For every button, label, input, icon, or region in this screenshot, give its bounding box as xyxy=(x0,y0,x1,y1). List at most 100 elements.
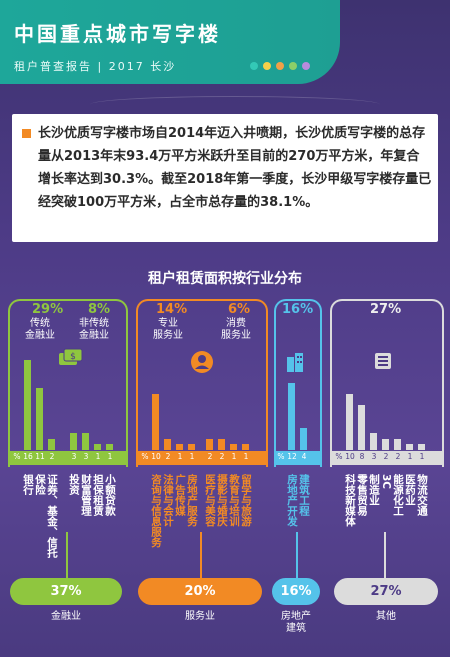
bar-value-label: 1 xyxy=(419,452,425,461)
bar-value-label: 1 xyxy=(231,452,237,461)
realestate-axis-strip xyxy=(276,451,320,465)
other-connector xyxy=(384,532,386,578)
intro-card: 长沙优质写字楼市场自2014年迈入井喷期，长沙优质写字楼的总存量从2013年末9… xyxy=(12,114,438,242)
group-pct-consumer-service: 6% xyxy=(228,302,251,317)
decorative-dots xyxy=(250,62,310,70)
category-label: 财富管理 xyxy=(80,474,92,516)
group-pct-realestate: 16% xyxy=(282,302,314,317)
chart-bar xyxy=(188,444,195,450)
chart-bar xyxy=(48,438,55,450)
decorative-dot xyxy=(289,62,297,70)
chart-bar xyxy=(218,438,225,450)
realestate-panel xyxy=(274,299,322,467)
category-label: 零售贸易 xyxy=(356,474,368,516)
bar-value-label: 2 xyxy=(395,452,401,461)
chart-bar xyxy=(358,405,365,450)
category-label: 物流交通 xyxy=(416,474,428,516)
chart-bar xyxy=(152,394,159,450)
chart-bar xyxy=(36,388,43,450)
category-label: 保险 xyxy=(34,474,46,495)
service-panel xyxy=(136,299,268,467)
service-connector xyxy=(200,532,202,578)
bar-value-label: 3 xyxy=(71,452,77,461)
axis-unit-label: % xyxy=(13,452,21,461)
realestate-connector xyxy=(296,532,298,578)
decorative-arc xyxy=(90,96,380,113)
money-icon: $ xyxy=(58,348,84,374)
category-label: 摄影与婚庆 xyxy=(216,474,228,527)
category-label: 科技新媒体 xyxy=(344,474,356,527)
bar-value-label: 1 xyxy=(107,452,113,461)
chart-bar xyxy=(70,433,77,450)
chart-bar xyxy=(230,444,237,450)
category-label: 小额贷款 xyxy=(104,474,116,516)
chart-title: 租户租赁面积按行业分布 xyxy=(148,271,302,287)
category-label: 建筑工程 xyxy=(298,474,310,516)
chart-bar xyxy=(300,427,307,450)
bar-value-label: 8 xyxy=(359,452,365,461)
group-pct-professional-service: 14% xyxy=(156,302,188,317)
category-label: 咨询与信息服务 xyxy=(150,474,162,548)
list-icon xyxy=(374,352,392,374)
finance-connector xyxy=(66,532,68,578)
bar-value-label: 12 xyxy=(287,452,297,461)
chart-bar xyxy=(242,444,249,450)
chart-bar xyxy=(346,394,353,450)
chart-bar xyxy=(382,438,389,450)
building-icon xyxy=(286,352,304,376)
category-label: 制造业 xyxy=(368,474,380,506)
bar-value-label: 2 xyxy=(219,452,225,461)
category-label: 广告传媒 xyxy=(174,474,186,516)
group-pct-traditional-finance: 29% xyxy=(32,302,64,317)
group-pct-nontraditional-finance: 8% xyxy=(88,302,111,317)
chart-bar xyxy=(82,433,89,450)
bar-value-label: 1 xyxy=(407,452,413,461)
chart-bar xyxy=(406,444,413,450)
bar-value-label: 10 xyxy=(151,452,161,461)
category-label: 投资 xyxy=(68,474,80,495)
axis-unit-label: % xyxy=(277,452,285,461)
finance-total-label: 金融业 xyxy=(51,611,81,622)
finance-axis-strip xyxy=(10,451,126,465)
category-label: 能源化工 xyxy=(392,474,404,516)
chart-bar xyxy=(164,438,171,450)
bar-value-label: 1 xyxy=(189,452,195,461)
other-panel xyxy=(330,299,444,467)
bar-value-label: 1 xyxy=(243,452,249,461)
finance-total-box: 37% xyxy=(10,578,122,605)
bar-value-label: 10 xyxy=(345,452,355,461)
category-label: 医药业 xyxy=(404,474,416,506)
person-icon xyxy=(190,350,214,378)
decorative-dot xyxy=(250,62,258,70)
intro-text: 长沙优质写字楼市场自2014年迈入井喷期，长沙优质写字楼的总存量从2013年末9… xyxy=(38,126,432,210)
group-pct-other: 27% xyxy=(370,302,402,317)
chart-bar xyxy=(288,382,295,450)
service-axis-strip xyxy=(138,451,266,465)
chart-bar xyxy=(24,360,31,450)
bullet-square-icon xyxy=(22,129,31,138)
category-label: 教育与培训 xyxy=(228,474,240,527)
bar-value-label: 16 xyxy=(23,452,33,461)
category-label: 证券、基金、信托 xyxy=(46,474,58,558)
bar-value-label: 3 xyxy=(371,452,377,461)
realestate-total-box: 16% xyxy=(272,578,320,605)
decorative-dot xyxy=(302,62,310,70)
category-label: 留学与旅游 xyxy=(240,474,252,527)
bar-value-label: 2 xyxy=(383,452,389,461)
other-total-label: 其他 xyxy=(376,611,396,622)
other-axis-strip xyxy=(332,451,442,465)
page-subtitle: 租户普查报告 | 2017 长沙 xyxy=(14,60,177,73)
bar-value-label: 4 xyxy=(301,452,307,461)
category-label: 担保租赁 xyxy=(92,474,104,516)
chart-bar xyxy=(394,438,401,450)
axis-unit-label: % xyxy=(141,452,149,461)
realestate-total-label: 房地产 建筑 xyxy=(281,611,311,634)
svg-text:$: $ xyxy=(70,352,76,362)
chart-bar xyxy=(106,444,113,450)
bar-value-label: 2 xyxy=(207,452,213,461)
chart-bar xyxy=(370,433,377,450)
decorative-dot xyxy=(263,62,271,70)
finance-panel xyxy=(8,299,128,467)
page-title: 中国重点城市写字楼 xyxy=(14,22,221,46)
chart-bar xyxy=(94,444,101,450)
